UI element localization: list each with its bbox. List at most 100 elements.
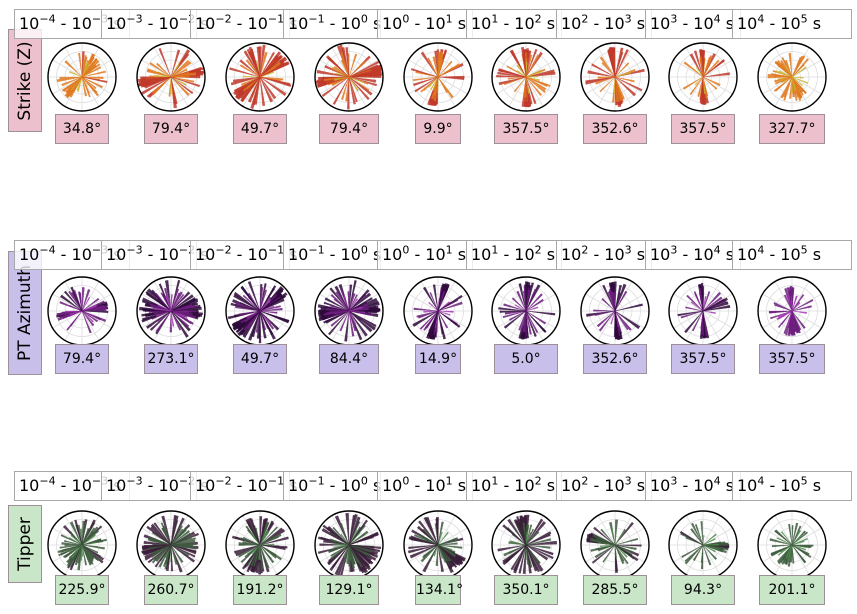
rose-petal — [81, 51, 85, 78]
rose-petal — [510, 544, 527, 571]
period-range-label: 103 - 104 s — [645, 471, 741, 501]
peak-angle-label: 5.0° — [494, 344, 558, 374]
rose-petal — [691, 522, 704, 546]
rose-petal — [259, 61, 281, 78]
grid-spoke — [791, 310, 810, 341]
rose-petal — [348, 544, 372, 553]
rose-petal — [691, 310, 704, 332]
rose-petal — [81, 297, 100, 312]
grid-spoke — [81, 527, 112, 546]
rose-outline — [491, 42, 561, 112]
period-separator: - 10 — [764, 14, 801, 33]
grid-spoke — [702, 76, 733, 95]
rose-petal — [614, 76, 620, 103]
rose-petal — [614, 62, 630, 78]
rose-petal — [259, 54, 279, 78]
grid-spoke — [685, 76, 704, 107]
rose-petal — [348, 53, 358, 78]
period-exp-end: −2 — [178, 12, 196, 26]
rose-petal — [146, 288, 172, 312]
rose-petal — [69, 530, 83, 546]
rose-petal — [432, 284, 439, 312]
rose-petal — [81, 544, 105, 550]
rose-plot — [580, 276, 650, 346]
rose-petal — [234, 544, 261, 554]
rose-petal — [332, 76, 350, 105]
rose-petal — [525, 76, 530, 94]
rose-petal — [170, 544, 174, 572]
rose-petal — [507, 76, 527, 80]
rose-petal — [141, 544, 172, 554]
rose-petal — [681, 544, 704, 558]
period-separator: - 10 — [142, 476, 179, 495]
rose-petal — [81, 310, 99, 323]
period-exp-start: 2 — [581, 12, 589, 26]
rose-petal — [81, 544, 100, 562]
rose-petal — [81, 60, 100, 78]
rose-petal — [348, 76, 377, 83]
rose-petal — [522, 310, 527, 332]
rose-petal — [170, 294, 173, 312]
rose-petal — [259, 544, 282, 561]
peak-angle-label: 327.7° — [759, 114, 825, 144]
rose-petal — [697, 299, 704, 312]
rose-petal — [784, 288, 793, 312]
rose-petal — [60, 544, 83, 556]
rose-petal — [509, 49, 527, 78]
grid-spoke — [702, 59, 733, 78]
rose-petal — [165, 544, 172, 571]
rose-petal — [777, 310, 793, 328]
period-exp-end: −2 — [178, 243, 196, 257]
rose-petal — [508, 541, 527, 546]
grid-spoke — [141, 310, 172, 329]
rose-petal — [348, 310, 373, 333]
grid-spoke — [585, 76, 616, 95]
rose-petal — [437, 63, 460, 78]
rose-petal — [437, 310, 461, 328]
rose-petal — [81, 76, 103, 89]
rose-petal — [348, 310, 376, 331]
rose-petal — [81, 544, 94, 565]
rose-petal — [514, 304, 527, 312]
rose-plot — [757, 510, 827, 580]
rose-petal — [791, 544, 812, 548]
period-unit: s — [631, 245, 646, 264]
period-exp-end: 4 — [713, 12, 721, 26]
rose-petal — [593, 309, 616, 312]
rose-petal — [259, 44, 266, 78]
period-exp-start: −4 — [39, 474, 56, 488]
rose-petal — [591, 63, 616, 78]
rose-petal — [596, 310, 616, 328]
rose-petal — [614, 544, 639, 562]
rose-petal — [81, 56, 88, 78]
rose-petal — [791, 55, 806, 78]
rose-petal — [57, 544, 83, 554]
rose-petal — [513, 544, 527, 572]
period-exp-start: 4 — [757, 12, 765, 26]
rose-petal — [503, 303, 527, 312]
rose-petal — [81, 527, 96, 546]
period-exp-end: −3 — [91, 12, 109, 26]
rose-petal — [165, 295, 172, 312]
rose-petal — [66, 310, 83, 331]
rose-petal — [412, 310, 439, 327]
rose-petal — [170, 528, 184, 546]
rose-petal — [170, 61, 192, 78]
period-base: 10 — [382, 476, 403, 495]
period-exp-end: −1 — [267, 474, 285, 488]
rose-petal — [146, 70, 172, 78]
rose-petal — [334, 544, 350, 576]
rose-plot — [136, 42, 206, 112]
rose-petal — [791, 76, 804, 96]
rose-petal — [689, 53, 704, 78]
period-base: 10 — [195, 245, 216, 264]
period-base: 10 — [382, 245, 403, 264]
rose-petal — [525, 288, 537, 312]
rose-petal — [614, 303, 643, 312]
rose-petal — [259, 518, 268, 546]
rose-petal — [59, 544, 83, 549]
rose-petal — [348, 310, 355, 337]
rose-petal — [525, 54, 540, 78]
rose-petal — [170, 49, 181, 78]
rose-petal — [791, 310, 800, 333]
